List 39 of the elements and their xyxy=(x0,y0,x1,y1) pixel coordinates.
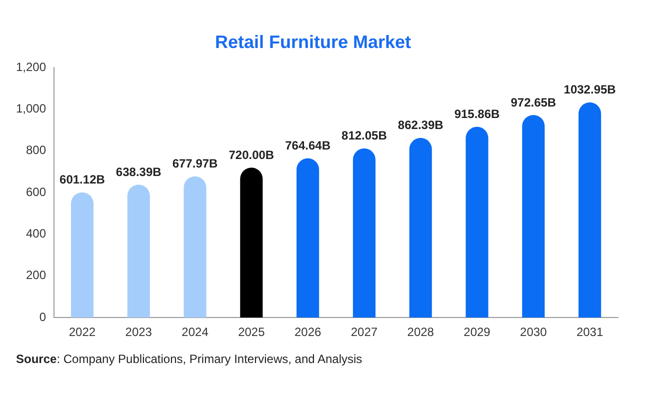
bar xyxy=(578,102,602,318)
x-tick-label: 2031 xyxy=(576,325,604,340)
chart-title: Retail Furniture Market xyxy=(214,32,412,52)
data-label: 972.65B xyxy=(510,95,556,110)
x-tick-label: 2030 xyxy=(520,325,548,340)
data-label: 764.64B xyxy=(285,138,331,153)
data-label: 677.97B xyxy=(172,156,218,171)
bar xyxy=(127,184,150,318)
bar xyxy=(70,192,94,318)
data-label: 601.12B xyxy=(60,172,106,187)
bar xyxy=(352,148,376,318)
bar xyxy=(466,126,488,318)
bar xyxy=(522,114,545,318)
x-tick-label: 2022 xyxy=(68,325,96,340)
y-tick-label: 1,200 xyxy=(16,60,46,74)
bar xyxy=(296,158,320,318)
data-label: 720.00B xyxy=(228,148,274,162)
x-tick-label: 2024 xyxy=(182,325,209,340)
x-tick-label: 2027 xyxy=(350,325,378,340)
x-tick-label: 2025 xyxy=(238,325,266,340)
data-label: 812.05B xyxy=(342,128,388,143)
data-label: 638.39B xyxy=(116,164,162,179)
x-tick-label: 2023 xyxy=(125,325,152,340)
x-tick-label: 2026 xyxy=(294,325,322,340)
y-tick-label: 200 xyxy=(26,268,46,282)
x-tick-label: 2028 xyxy=(407,325,434,340)
bar xyxy=(184,176,206,318)
y-tick-label: 400 xyxy=(26,226,46,241)
source-note: Source: Company Publications, Primary Interviews, and Analysis xyxy=(16,352,364,366)
y-tick-label: 600 xyxy=(26,184,46,199)
x-tick-label: 2029 xyxy=(464,325,491,340)
bar xyxy=(409,138,432,318)
data-label: 1032.95B xyxy=(564,82,616,97)
y-tick-label: 800 xyxy=(26,143,46,158)
bar xyxy=(240,168,263,318)
data-label: 862.39B xyxy=(398,118,444,132)
data-label: 915.86B xyxy=(454,107,500,122)
y-tick-label: 0 xyxy=(39,310,46,324)
y-tick-label: 1,000 xyxy=(16,102,46,116)
